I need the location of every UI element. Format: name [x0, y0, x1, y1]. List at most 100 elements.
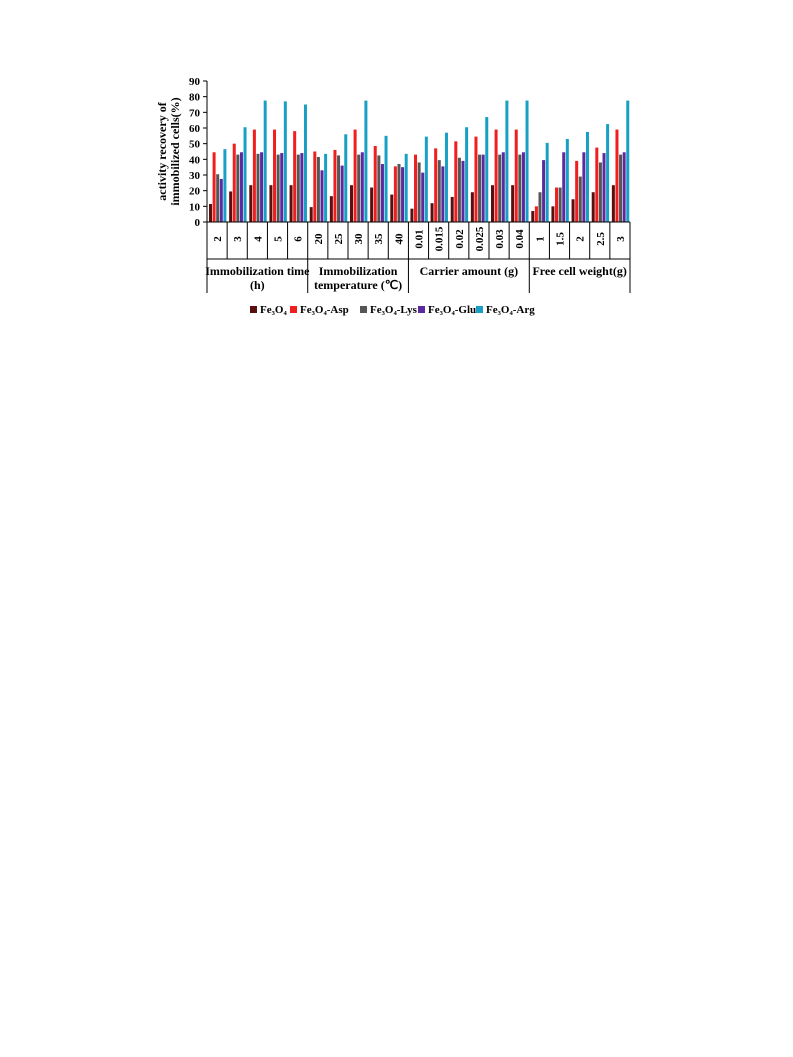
bar: [329, 196, 333, 222]
bar: [252, 129, 256, 222]
y-tick-label: 10: [189, 201, 201, 213]
bar: [598, 162, 602, 222]
bar: [280, 153, 284, 222]
bar: [256, 153, 260, 222]
y-axis: 0 10 20 30 40 50 60 70 80 90: [189, 76, 208, 229]
bar: [626, 100, 630, 222]
bar: [263, 100, 267, 222]
bar: [384, 135, 388, 222]
x-tick-label: 0.03: [494, 229, 506, 249]
legend-swatch: [476, 306, 483, 313]
bar: [260, 152, 264, 222]
bar: [223, 149, 227, 222]
x-group-label: Free cell weight(g): [532, 264, 626, 278]
x-tick-label: 5: [273, 236, 285, 242]
legend-label: Fe₃O₄-Glu: [428, 304, 476, 316]
bar: [303, 104, 307, 222]
bar: [622, 152, 626, 222]
bar: [320, 170, 324, 222]
bar: [353, 129, 357, 222]
bar: [236, 154, 240, 222]
bar: [289, 185, 293, 222]
bar: [514, 129, 518, 222]
legend-swatch: [250, 306, 257, 313]
bar: [521, 152, 525, 222]
bar: [454, 141, 458, 222]
legend-swatch: [418, 306, 425, 313]
bar: [283, 101, 287, 222]
bar: [337, 155, 341, 222]
bar: [591, 192, 595, 222]
bar: [534, 206, 538, 222]
bar: [209, 203, 212, 222]
bar: [273, 129, 277, 222]
y-tick-label: 50: [189, 139, 201, 151]
bar: [465, 127, 469, 222]
x-tick-label: 3: [615, 236, 627, 242]
bar: [615, 129, 619, 222]
bar: [296, 154, 300, 222]
bar: [494, 129, 498, 222]
bar: [309, 207, 313, 222]
bar: [474, 136, 478, 222]
bar: [441, 166, 445, 222]
y-axis-label-line: activity recovery of: [155, 101, 169, 200]
bar: [437, 160, 441, 222]
bar: [611, 185, 615, 222]
bar: [373, 146, 377, 222]
bar: [430, 203, 434, 222]
bar: [619, 154, 623, 222]
bar: [333, 149, 337, 222]
bar: [216, 174, 220, 222]
bar: [551, 206, 555, 222]
bar: [269, 185, 273, 222]
bar: [276, 154, 280, 222]
x-tick-label: 2.5: [595, 232, 607, 246]
x-tick-label: 20: [313, 233, 325, 245]
x-tick-label: 0.02: [454, 229, 466, 249]
bar: [485, 117, 489, 222]
bar: [239, 152, 243, 222]
x-tick-label: 6: [293, 236, 305, 242]
x-tick-label: 0.04: [514, 229, 526, 249]
bar: [232, 143, 236, 222]
bar: [364, 100, 368, 222]
bar: [481, 154, 485, 222]
legend-label: Fe₃O₄: [260, 304, 287, 316]
y-axis-label-line: immobilized cells(%): [168, 97, 182, 205]
x-tick-label: 1: [534, 236, 546, 242]
bar: [444, 132, 448, 222]
bar: [414, 154, 418, 222]
bar: [505, 100, 509, 222]
x-tick-label: 1.5: [555, 232, 567, 246]
bar: [424, 136, 428, 222]
x-tick-label: 0.025: [474, 226, 486, 251]
bar: [316, 156, 320, 222]
bar: [313, 151, 317, 222]
bar: [300, 153, 304, 222]
bar: [212, 152, 216, 222]
bar: [350, 185, 353, 222]
bar: [542, 160, 546, 222]
y-axis-label: activity recovery of immobilized cells(%): [155, 97, 182, 205]
x-tick-label: 35: [373, 233, 385, 245]
bar: [525, 100, 529, 222]
bar: [518, 154, 522, 222]
bar: [434, 148, 438, 222]
bar: [360, 152, 364, 222]
x-group-label: (h): [250, 278, 265, 292]
bar: [401, 167, 405, 222]
bar: [243, 127, 247, 222]
bar: [565, 138, 569, 222]
y-tick-label: 60: [189, 123, 201, 135]
bar: [344, 134, 348, 222]
x-tick-label: 2: [212, 236, 224, 242]
x-tick-label: 2: [575, 236, 587, 242]
bar: [531, 211, 535, 222]
bar: [606, 124, 610, 222]
legend-label: Fe₃O₄-Arg: [486, 304, 535, 316]
x-axis: 2 3 4 5 6 Immobilization time(h) 20 25 30 35 40 Imm…: [205, 221, 631, 293]
x-tick-label: 4: [252, 236, 264, 242]
y-tick-label: 0: [195, 217, 201, 229]
bar: [249, 185, 253, 222]
